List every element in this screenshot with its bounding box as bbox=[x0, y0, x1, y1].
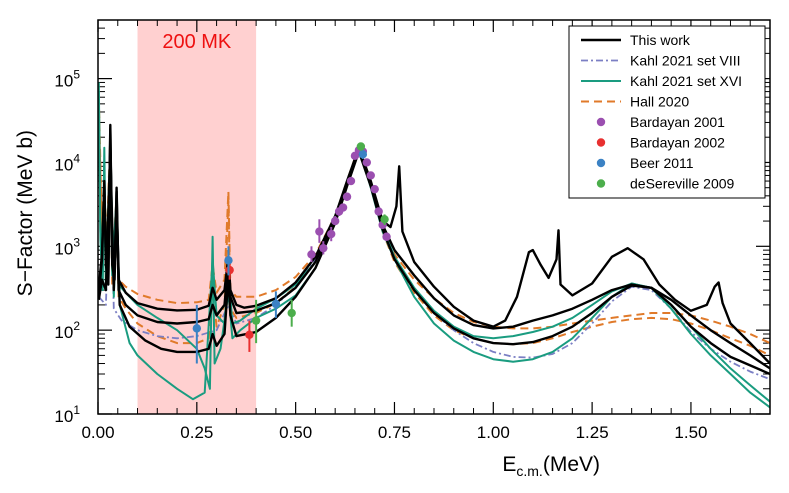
legend-swatch-bardayan-2001 bbox=[596, 117, 606, 127]
legend-swatch-desereville-2009 bbox=[596, 179, 606, 188]
point-bardayan-2001 bbox=[315, 227, 324, 236]
point-bardayan-2001 bbox=[327, 229, 336, 239]
point-bardayan-2001 bbox=[382, 232, 391, 241]
band-label: 200 MK bbox=[162, 31, 232, 53]
point-bardayan-2001 bbox=[330, 216, 340, 226]
x-axis-title-unit: (MeV) bbox=[543, 453, 600, 476]
curve-hall-2020 bbox=[98, 103, 770, 357]
legend: This work Kahl 2021 set VIII Kahl 2021 set… bbox=[568, 25, 766, 199]
x-tick-label: 1.50 bbox=[674, 423, 707, 442]
x-tick-label: 0.75 bbox=[378, 423, 411, 442]
point-desereville-2009 bbox=[251, 316, 261, 325]
legend-label-desereville-2009: deSereville 2009 bbox=[630, 176, 735, 192]
point-bardayan-2001 bbox=[374, 207, 383, 216]
point-bardayan-2001 bbox=[307, 250, 316, 259]
x-axis-title-main: E bbox=[502, 453, 516, 476]
point-desereville-2009 bbox=[287, 308, 296, 318]
legend-swatch-bardayan-2002 bbox=[596, 138, 606, 147]
legend-label-kahl-2021-set-xvi: Kahl 2021 set XVI bbox=[630, 73, 742, 89]
y-tick-label: 104 bbox=[54, 151, 80, 174]
y-tick-label: 101 bbox=[54, 403, 80, 426]
point-beer-2011 bbox=[224, 256, 233, 265]
point-bardayan-2001 bbox=[319, 243, 328, 253]
point-bardayan-2002 bbox=[245, 330, 254, 340]
point-desereville-2009 bbox=[380, 215, 389, 224]
legend-label-bardayan-2001: Bardayan 2001 bbox=[630, 114, 725, 130]
x-tick-label: 0.25 bbox=[180, 423, 213, 442]
legend-swatch-beer-2011 bbox=[596, 158, 606, 168]
curve-this-work bbox=[98, 123, 770, 365]
data-points bbox=[192, 142, 391, 364]
point-bardayan-2001 bbox=[346, 176, 356, 186]
legend-label-bardayan-2002: Bardayan 2002 bbox=[630, 135, 725, 151]
point-bardayan-2001 bbox=[342, 192, 352, 201]
legend-label-beer-2011: Beer 2011 bbox=[630, 155, 694, 171]
point-bardayan-2002 bbox=[225, 265, 234, 275]
y-tick-label: 103 bbox=[54, 235, 80, 258]
point-beer-2011 bbox=[192, 324, 202, 333]
y-axis-title: S−Factor (MeV b) bbox=[14, 130, 37, 296]
legend-label-kahl-2021-set-viii: Kahl 2021 set VIII bbox=[630, 53, 741, 69]
x-axis-title-sub: c.m. bbox=[516, 463, 542, 479]
x-tick-label: 1.00 bbox=[477, 423, 510, 442]
curve-kahl-2021-set-viii bbox=[98, 146, 770, 381]
point-beer-2011 bbox=[271, 299, 281, 309]
x-tick-labels: 0.00 0.25 0.50 0.75 1.00 1.25 1.50 bbox=[81, 423, 707, 442]
y-tick-label: 105 bbox=[54, 68, 80, 91]
point-bardayan-2001 bbox=[338, 203, 348, 212]
y-tick-label: 102 bbox=[54, 319, 80, 342]
point-bardayan-2001 bbox=[366, 171, 375, 180]
legend-label-this-work: This work bbox=[630, 32, 691, 48]
point-desereville-2009 bbox=[356, 142, 366, 151]
x-tick-label: 0.50 bbox=[279, 423, 312, 442]
point-bardayan-2001 bbox=[370, 184, 379, 194]
y-tick-labels: 101 102 103 104 105 bbox=[54, 68, 80, 426]
legend-label-hall-2020: Hall 2020 bbox=[630, 94, 689, 110]
point-beer-2011 bbox=[358, 150, 368, 159]
plot-frame bbox=[97, 19, 771, 415]
x-tick-label: 1.25 bbox=[576, 423, 609, 442]
legend-box bbox=[568, 25, 766, 199]
x-tick-label: 0.00 bbox=[81, 423, 114, 442]
x-axis-title: Ec.m.(MeV) bbox=[502, 453, 600, 479]
point-bardayan-2001 bbox=[362, 158, 371, 167]
curve-hall-2020 bbox=[98, 97, 770, 345]
